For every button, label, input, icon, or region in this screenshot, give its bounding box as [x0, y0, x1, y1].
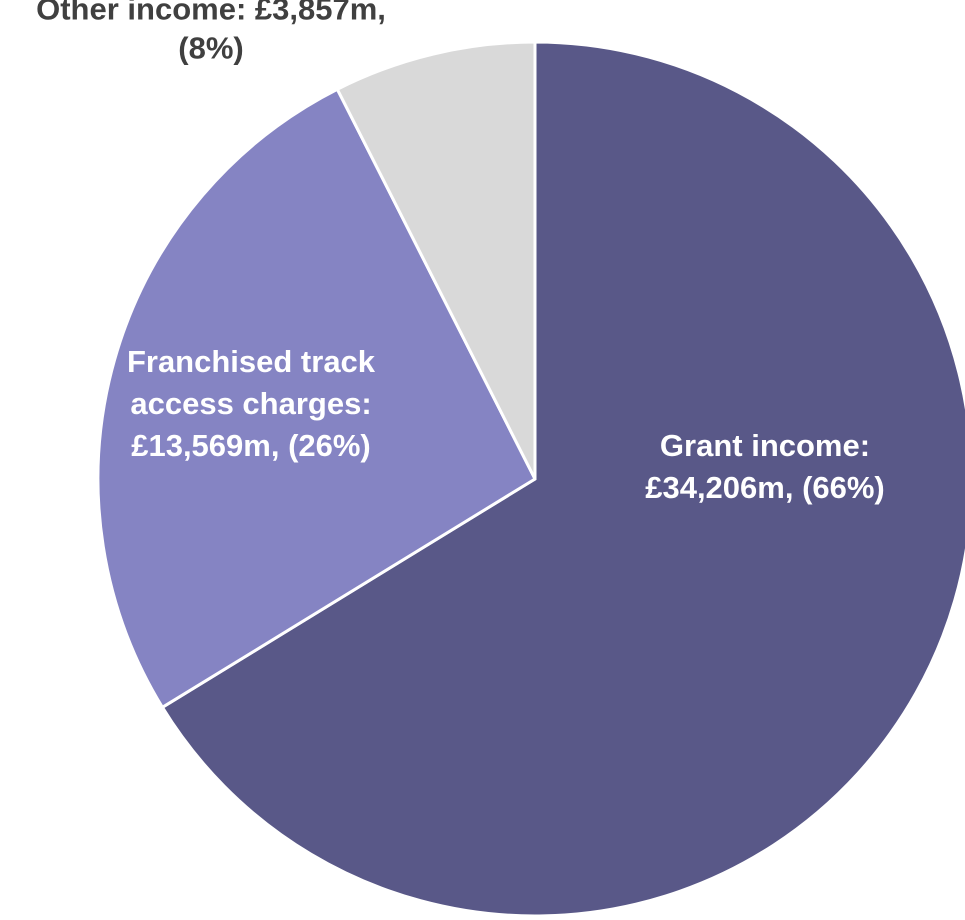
slice-label-line: £34,206m, (66%) [645, 470, 885, 505]
pie-slices [96, 40, 965, 918]
pie-labels: Grant income: £34,206m, (66%) Franchised t… [36, 0, 885, 505]
slice-label-line: Other income: £3,857m, [36, 0, 386, 27]
pie-slice-grant-income [160, 40, 965, 918]
slice-label-line: (8%) [178, 31, 243, 66]
slice-label-franchised-track-access-charges: Franchised track access charges: £13,569m,… [127, 344, 376, 463]
slice-label-line: access charges: [130, 386, 371, 421]
slice-label-line: £13,569m, (26%) [131, 428, 371, 463]
slice-label-line: Grant income: [660, 428, 870, 463]
pie-slice-franchised-track-access-charges [96, 87, 537, 709]
slice-label-grant-income: Grant income: £34,206m, (66%) [645, 428, 885, 505]
slice-label-line: Franchised track [127, 344, 376, 379]
slice-label-other-income: Other income: £3,857m, (8%) [36, 0, 386, 66]
pie-slice-other-income [335, 40, 537, 481]
